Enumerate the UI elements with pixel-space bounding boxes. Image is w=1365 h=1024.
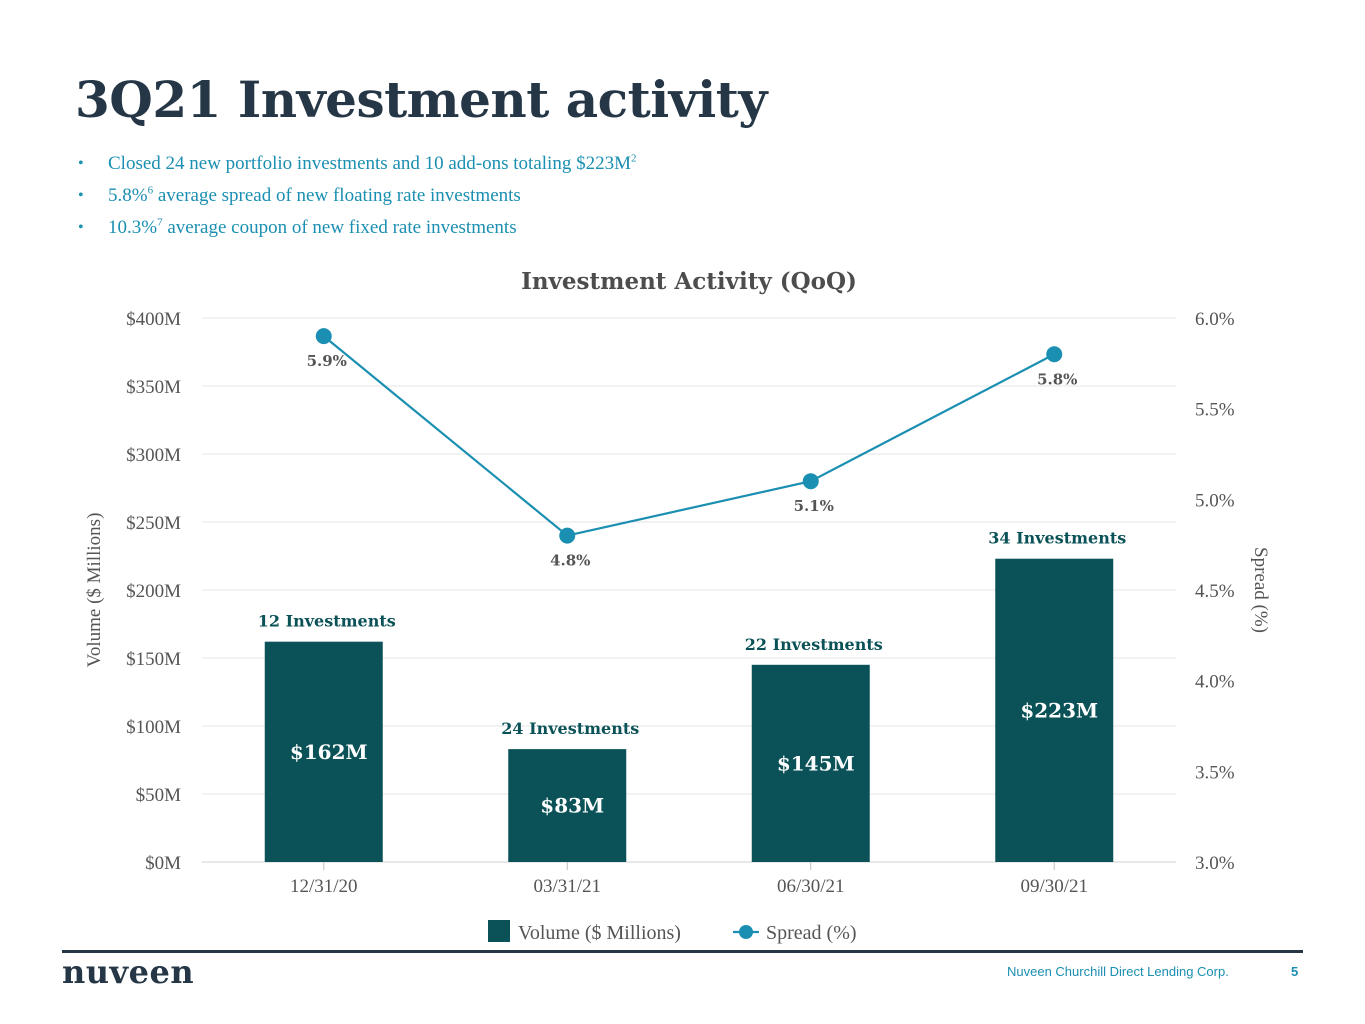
bullet-text: Closed 24 new portfolio investments and … bbox=[108, 153, 631, 174]
y-right-tick-label: 4.0% bbox=[1195, 672, 1235, 693]
chart-title: Investment Activity (QoQ) bbox=[521, 268, 857, 295]
bullet-text: 10.3% bbox=[108, 217, 158, 238]
spread-line bbox=[323, 335, 1055, 537]
spread-value-label: 5.1% bbox=[794, 497, 834, 515]
footnote-ref: 7 bbox=[157, 216, 163, 229]
y-left-tick-label: $0M bbox=[145, 853, 181, 874]
y-right-tick-label: 4.5% bbox=[1195, 581, 1235, 602]
y-left-tick-label: $250M bbox=[126, 513, 181, 534]
x-tick-label: 06/30/21 bbox=[777, 876, 845, 897]
y-right-tick-label: 3.5% bbox=[1195, 762, 1235, 783]
y-left-tick-label: $200M bbox=[126, 581, 181, 602]
bar-investment-count: 34 Investments bbox=[988, 529, 1126, 548]
spread-value-label: 5.9% bbox=[307, 352, 347, 370]
bullet-glyph: • bbox=[78, 155, 84, 172]
spread-value-label: 5.8% bbox=[1037, 370, 1077, 388]
y-right-tick-label: 5.5% bbox=[1195, 400, 1235, 421]
bar-value-label: $162M bbox=[290, 740, 368, 764]
x-tick-label: 03/31/21 bbox=[533, 876, 601, 897]
bullet-item: • Closed 24 new portfolio investments an… bbox=[78, 148, 636, 180]
y-left-tick-label: $100M bbox=[126, 717, 181, 738]
y-right-tick-label: 6.0% bbox=[1195, 309, 1235, 330]
spread-point bbox=[315, 328, 332, 345]
x-tick-label: 12/31/20 bbox=[290, 876, 358, 897]
y-left-tick-label: $50M bbox=[136, 785, 182, 806]
footnote-ref: 2 bbox=[630, 152, 637, 165]
bar-value-label: $83M bbox=[540, 794, 604, 818]
volume-bar bbox=[751, 664, 870, 862]
y-left-tick-label: $150M bbox=[126, 649, 181, 670]
volume-bar bbox=[508, 749, 627, 862]
legend-spread-marker bbox=[739, 925, 753, 939]
bullet-text-tail: average coupon of new fixed rate investm… bbox=[162, 217, 517, 238]
bullet-text: 5.8% bbox=[108, 185, 148, 206]
y-left-tick-label: $350M bbox=[126, 377, 181, 398]
spread-point bbox=[802, 473, 819, 490]
legend-spread-label: Spread (%) bbox=[766, 922, 857, 944]
y-right-tick-label: 3.0% bbox=[1195, 853, 1235, 874]
y-left-tick-label: $300M bbox=[126, 445, 181, 466]
volume-bar bbox=[995, 558, 1114, 862]
bullet-glyph: • bbox=[78, 187, 84, 204]
bullet-item: • 10.3%7 average coupon of new fixed rat… bbox=[78, 212, 636, 244]
x-tick-label: 09/30/21 bbox=[1020, 876, 1088, 897]
summary-bullets: • Closed 24 new portfolio investments an… bbox=[78, 148, 636, 244]
bullet-text-tail: average spread of new floating rate inve… bbox=[153, 185, 521, 206]
bar-investment-count: 22 Investments bbox=[745, 635, 883, 654]
bar-investment-count: 24 Investments bbox=[501, 719, 639, 738]
y-left-axis-title: Volume ($ Millions) bbox=[84, 513, 105, 668]
y-right-tick-label: 5.0% bbox=[1195, 490, 1235, 511]
legend-volume-label: Volume ($ Millions) bbox=[518, 922, 681, 944]
page-title: 3Q21 Investment activity bbox=[75, 70, 767, 129]
y-right-axis-title: Spread (%) bbox=[1250, 547, 1271, 633]
page-number: 5 bbox=[1291, 964, 1299, 979]
volume-bar bbox=[264, 641, 383, 862]
y-left-tick-label: $400M bbox=[126, 309, 181, 330]
bullet-glyph: • bbox=[78, 219, 84, 236]
spread-point bbox=[1046, 346, 1063, 363]
nuveen-logo: nuveen bbox=[62, 953, 195, 991]
bullet-item: • 5.8%6 average spread of new floating r… bbox=[78, 180, 636, 212]
bar-investment-count: 12 Investments bbox=[258, 612, 396, 631]
spread-point bbox=[559, 527, 576, 544]
footer-company-name: Nuveen Churchill Direct Lending Corp. bbox=[1007, 964, 1229, 979]
footnote-ref: 6 bbox=[147, 184, 154, 197]
bar-value-label: $145M bbox=[777, 751, 855, 775]
spread-value-label: 4.8% bbox=[550, 552, 590, 570]
bar-value-label: $223M bbox=[1020, 698, 1098, 722]
legend-volume-swatch bbox=[488, 920, 510, 942]
footer-divider bbox=[62, 950, 1303, 953]
